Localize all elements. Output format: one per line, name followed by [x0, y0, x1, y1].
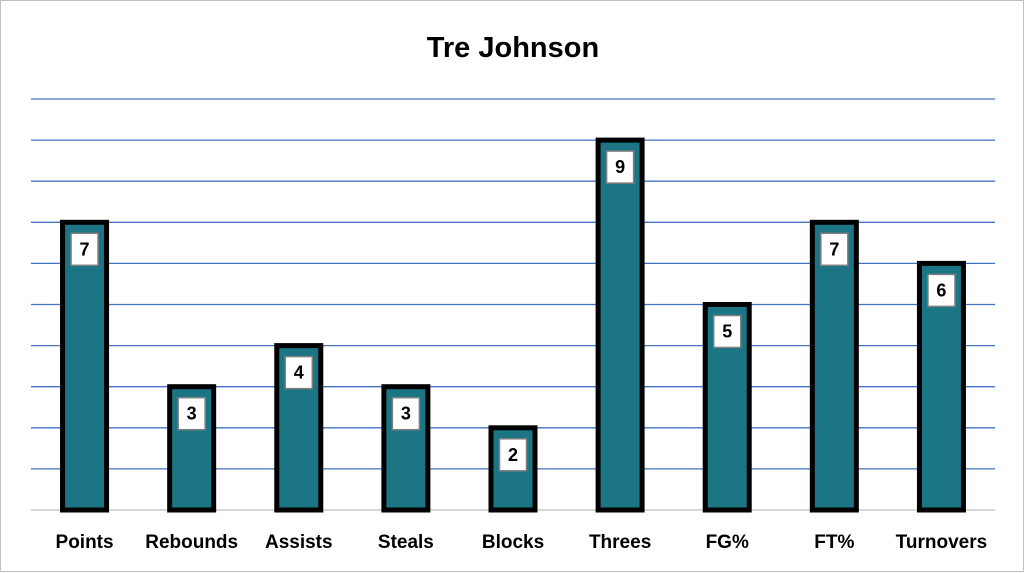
- data-label: 4: [294, 363, 304, 383]
- category-label: Steals: [378, 532, 434, 553]
- data-label: 9: [615, 157, 625, 177]
- bar-ft: [809, 219, 859, 513]
- data-label-box: [498, 438, 528, 472]
- data-label: 7: [80, 239, 90, 259]
- category-label: Blocks: [482, 532, 544, 553]
- bar-points: [60, 219, 110, 513]
- data-label: 7: [829, 239, 839, 259]
- category-label: Threes: [589, 532, 651, 553]
- category-label: FG%: [706, 532, 749, 553]
- category-label: Rebounds: [145, 532, 238, 553]
- category-label: Turnovers: [896, 532, 988, 553]
- data-label: 2: [508, 445, 518, 465]
- data-label-box: [70, 232, 99, 267]
- chart-title: Tre Johnson: [427, 32, 599, 64]
- data-label-box: [820, 232, 849, 267]
- data-labels: 7 3 4 3 2 9 5 7 6: [70, 150, 956, 472]
- data-label: 5: [722, 322, 732, 342]
- data-label-box: [177, 396, 206, 431]
- category-label: Points: [56, 532, 114, 553]
- data-label-box: [284, 355, 314, 390]
- data-label-box: [391, 396, 421, 431]
- data-label-box: [605, 150, 635, 184]
- category-label: Assists: [265, 532, 333, 553]
- category-label: FT%: [814, 532, 854, 553]
- data-label: 3: [401, 404, 411, 424]
- category-labels: Points Rebounds Assists Steals Blocks Threes F…: [56, 532, 988, 553]
- data-label-box: [712, 314, 742, 349]
- data-label-box: [927, 273, 956, 308]
- bar-threes: [595, 137, 645, 513]
- data-label: 6: [936, 280, 946, 300]
- data-label: 3: [187, 404, 197, 424]
